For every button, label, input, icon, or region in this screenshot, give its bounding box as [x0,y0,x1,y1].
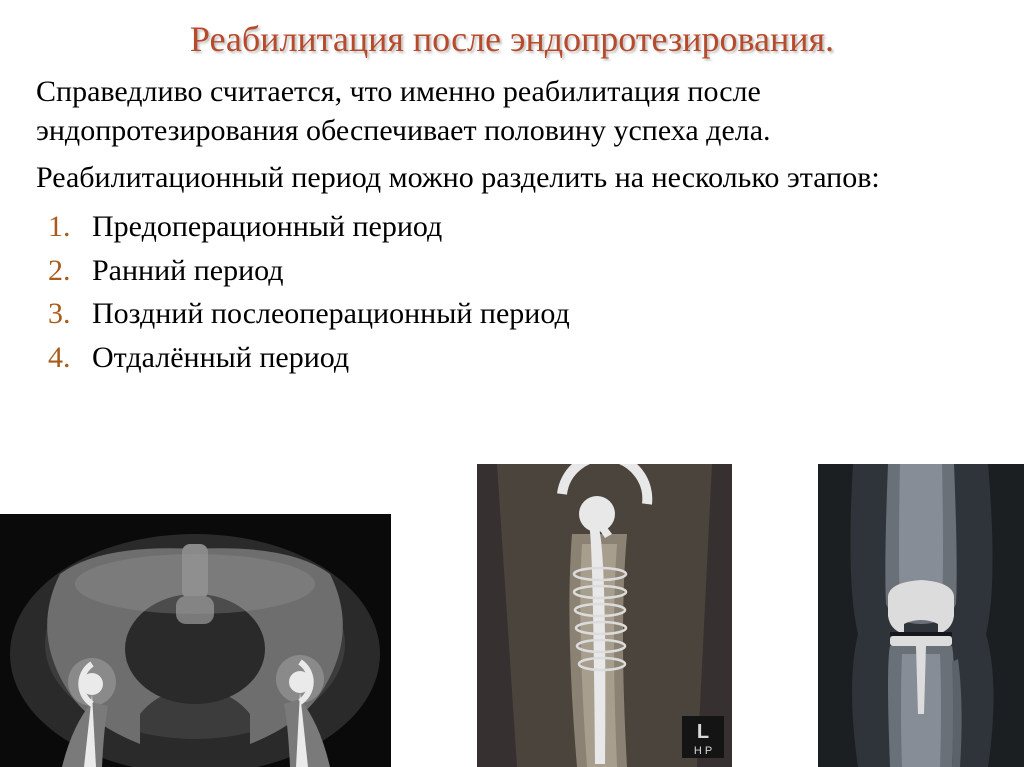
paragraph-2: Реабилитационный период можно разделить … [36,158,988,197]
periods-list: Предоперационный период Ранний период По… [36,205,988,379]
slide-title: Реабилитация после эндопротезирования. [36,18,988,60]
xray-knee [818,464,1024,767]
image-row: L H P [0,507,1024,767]
list-item: Ранний период [92,249,988,293]
xray-marker: L H P [682,716,724,758]
marker-sub: H P [694,745,712,757]
marker-letter: L [697,721,709,743]
paragraph-1: Справедливо считается, что именно реабил… [36,72,988,150]
list-item: Предоперационный период [92,205,988,249]
xray-femur: L H P [477,464,732,767]
xray-pelvis [0,514,391,767]
list-item: Отдалённый период [92,336,988,380]
list-item: Поздний послеоперационный период [92,292,988,336]
